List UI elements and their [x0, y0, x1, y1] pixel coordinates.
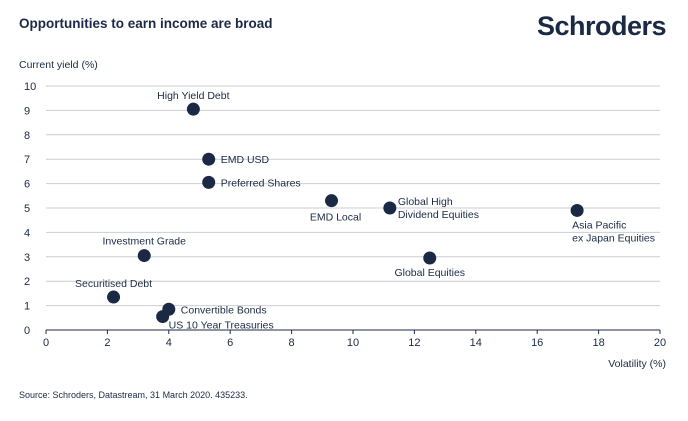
data-label: High Yield Debt [157, 90, 229, 102]
schroders-logo: Schroders [536, 11, 667, 41]
data-point [156, 310, 170, 324]
y-tick-label: 7 [24, 154, 30, 166]
x-tick-label: 4 [166, 337, 172, 349]
y-tick-label: 5 [24, 203, 30, 215]
data-label: US 10 Year Treasuries [169, 320, 274, 332]
data-point [202, 152, 216, 166]
x-tick-label: 18 [592, 337, 604, 349]
x-tick-label: 16 [531, 337, 543, 349]
x-tick-label: 14 [470, 337, 482, 349]
y-axis-label: Current yield (%) [19, 59, 98, 71]
x-axis-label: Volatility (%) [608, 358, 666, 370]
data-label: Preferred Shares [221, 177, 301, 189]
data-points [107, 102, 584, 324]
data-label: Asia Pacific ex Japan Equities [572, 219, 655, 244]
data-label: Convertible Bonds [181, 304, 267, 316]
data-labels: High Yield Debt EMD USD Preferred Shares EM… [75, 90, 655, 331]
data-point [325, 194, 339, 208]
x-tick-label: 12 [408, 337, 420, 349]
data-label: EMD USD [221, 154, 270, 166]
data-point [137, 249, 151, 263]
data-point [570, 203, 584, 217]
data-point [383, 201, 397, 215]
data-point [423, 251, 437, 265]
x-tick-label: 0 [43, 337, 49, 349]
x-tick-label: 8 [289, 337, 295, 349]
y-tick-label: 2 [24, 276, 30, 288]
data-point [202, 175, 216, 189]
data-point [107, 290, 121, 304]
data-label: Global Equities [394, 267, 465, 279]
y-tick-label: 1 [24, 301, 30, 313]
data-label: EMD Local [310, 212, 361, 224]
y-tick-label: 8 [24, 130, 30, 142]
x-tick-label: 10 [347, 337, 359, 349]
x-tick-label: 20 [654, 337, 666, 349]
x-tick-label: 6 [227, 337, 233, 349]
y-tick-label: 0 [24, 325, 30, 337]
data-label: Investment Grade [103, 236, 187, 248]
y-tick-label: 6 [24, 179, 30, 191]
x-tick-label: 2 [104, 337, 110, 349]
grid-lines [46, 85, 660, 307]
source-note: Source: Schroders, Datastream, 31 March … [19, 390, 248, 400]
chart-title: Opportunities to earn income are broad [19, 16, 273, 31]
data-point [186, 102, 200, 116]
y-tick-label: 9 [24, 105, 30, 117]
y-tick-label: 10 [24, 81, 36, 93]
data-label: Securitised Debt [75, 278, 152, 290]
y-tick-label: 4 [24, 227, 30, 239]
y-tick-label: 3 [24, 252, 30, 264]
data-label: Global High Dividend Equities [398, 196, 479, 221]
